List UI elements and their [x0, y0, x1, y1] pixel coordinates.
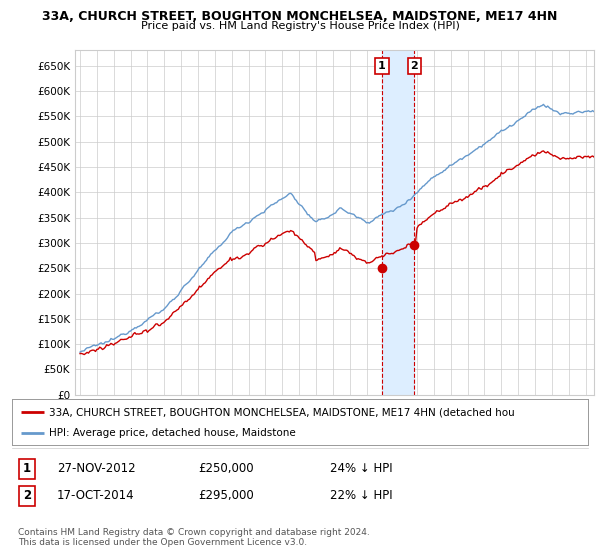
Text: 2: 2 [23, 489, 31, 502]
Text: 17-OCT-2014: 17-OCT-2014 [57, 489, 134, 502]
Text: Price paid vs. HM Land Registry's House Price Index (HPI): Price paid vs. HM Land Registry's House … [140, 21, 460, 31]
Text: 33A, CHURCH STREET, BOUGHTON MONCHELSEA, MAIDSTONE, ME17 4HN: 33A, CHURCH STREET, BOUGHTON MONCHELSEA,… [43, 10, 557, 22]
Text: HPI: Average price, detached house, Maidstone: HPI: Average price, detached house, Maid… [49, 428, 296, 438]
Text: 27-NOV-2012: 27-NOV-2012 [57, 462, 136, 475]
Text: 1: 1 [23, 462, 31, 475]
Text: Contains HM Land Registry data © Crown copyright and database right 2024.
This d: Contains HM Land Registry data © Crown c… [18, 528, 370, 547]
Bar [382, 50, 414, 395]
Text: 2: 2 [410, 61, 418, 71]
Text: £295,000: £295,000 [198, 489, 254, 502]
Text: 33A, CHURCH STREET, BOUGHTON MONCHELSEA, MAIDSTONE, ME17 4HN (detached hou: 33A, CHURCH STREET, BOUGHTON MONCHELSEA,… [49, 407, 515, 417]
Text: 24% ↓ HPI: 24% ↓ HPI [330, 462, 392, 475]
Text: 22% ↓ HPI: 22% ↓ HPI [330, 489, 392, 502]
Text: 1: 1 [378, 61, 386, 71]
Text: £250,000: £250,000 [198, 462, 254, 475]
